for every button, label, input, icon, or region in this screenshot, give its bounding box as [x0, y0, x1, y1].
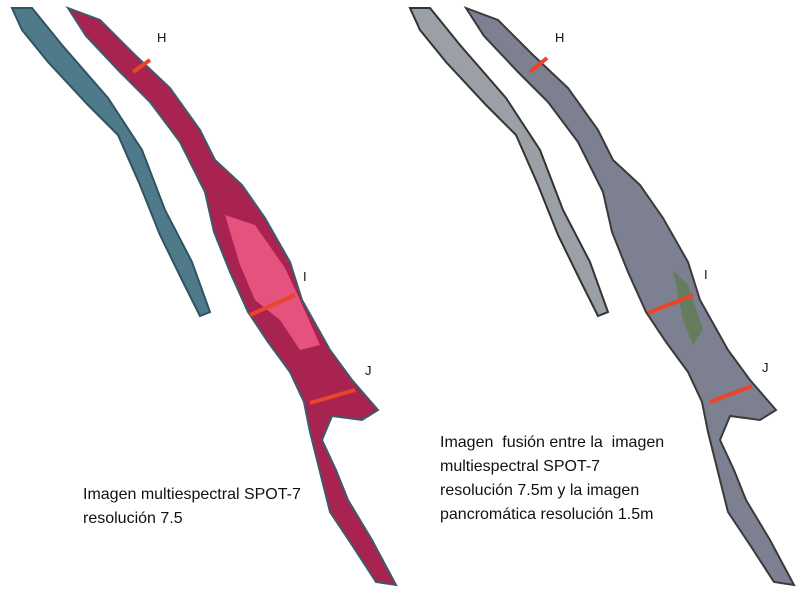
section-label: H [555, 30, 564, 45]
vegetation [673, 270, 703, 345]
section-i [647, 293, 694, 315]
left-image [10, 6, 398, 587]
caption-line: pancromática resolución 1.5m [440, 506, 653, 523]
section-j [709, 384, 753, 404]
side-channel [408, 7, 610, 318]
caption-line: Imagen multiespectral SPOT-7 [83, 486, 301, 503]
caption-line: Imagen fusión entre la imagen [440, 434, 664, 451]
section-h [528, 56, 549, 74]
section-label: H [157, 30, 166, 45]
main-channel [463, 6, 796, 587]
caption-line: resolución 7.5 [83, 510, 183, 527]
section-label: J [762, 360, 769, 375]
bright-area [225, 215, 320, 350]
caption-line: multiespectral SPOT-7 [440, 458, 600, 475]
caption-line: resolución 7.5m y la imagen [440, 482, 639, 499]
main-channel [65, 6, 398, 587]
right-image [408, 6, 796, 587]
section-i [249, 293, 296, 317]
section-label: J [365, 363, 372, 378]
side-channel [10, 7, 212, 318]
section-h [131, 58, 152, 74]
section-label: I [704, 267, 708, 282]
section-j [309, 388, 356, 405]
section-label: I [303, 269, 307, 284]
